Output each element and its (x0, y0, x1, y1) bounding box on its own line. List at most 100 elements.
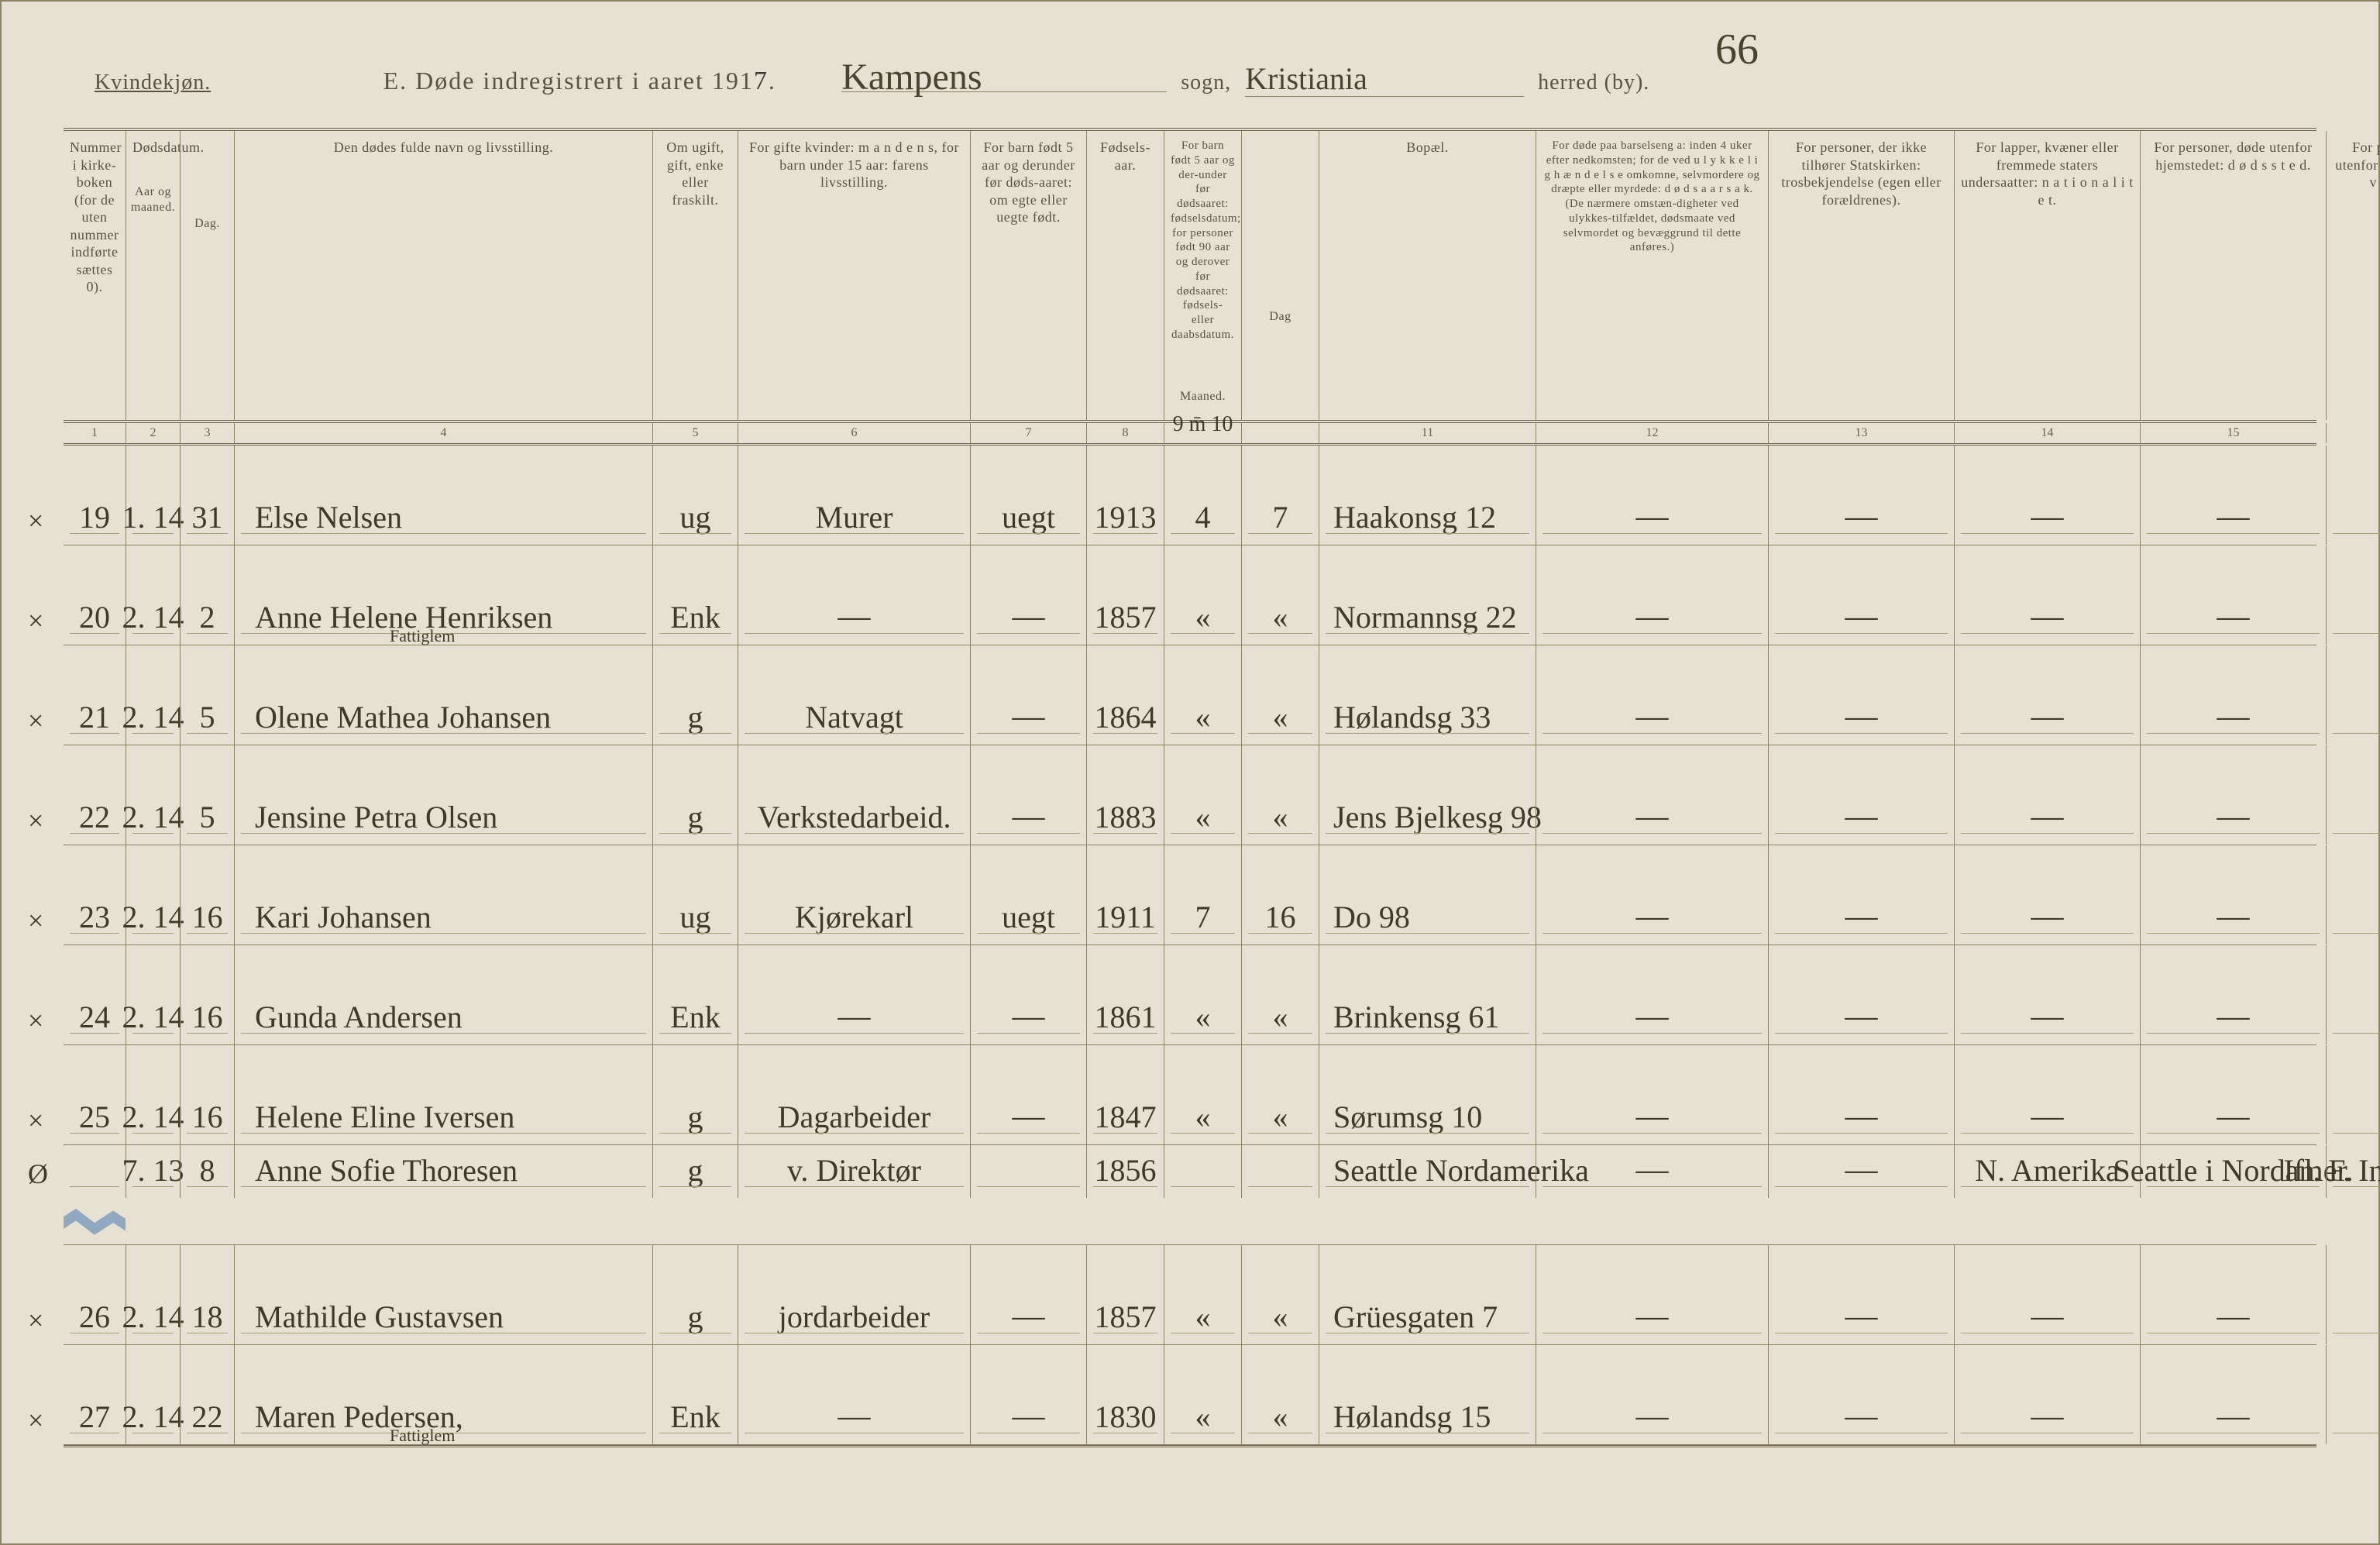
cell-day-value: 16 (192, 999, 223, 1035)
cell-nation: — (1954, 645, 2140, 745)
coln-9: 9 m̄ 10 (1164, 423, 1241, 443)
cell-faith: — (1768, 1145, 1954, 1198)
cell-deathplace-value: — (2217, 998, 2250, 1035)
cell-bday-value: « (1273, 799, 1288, 835)
col-9a: For barn født 5 aar og der-under før død… (1164, 131, 1241, 420)
cell-burialplace: — (2326, 545, 2380, 645)
cell-cause: — (1536, 1145, 1768, 1198)
cell-byear: 1847 (1086, 1045, 1164, 1144)
cell-addr: Hølandsg 33 (1319, 645, 1536, 745)
cell-bmonth (1164, 1145, 1241, 1198)
cell-name-value: Mathilde Gustavsen (255, 1299, 504, 1335)
cell-name-value: Anne Sofie Thoresen (255, 1152, 518, 1189)
cell-nation-value: — (2031, 1298, 2064, 1335)
cell-legit (970, 1145, 1086, 1198)
cell-bmonth: « (1164, 645, 1241, 745)
cell-name-value: Kari Johansen (255, 899, 432, 935)
cell-faith: — (1768, 745, 1954, 845)
col-13: For personer, der ikke tilhører Statskir… (1768, 131, 1954, 420)
col-14: For lapper, kvæner eller fremmede stater… (1954, 131, 2140, 420)
name-subnote: Fattiglem (390, 1426, 455, 1446)
cell-occ-value: — (838, 1398, 871, 1435)
cell-name: Olene Mathea Johansen (234, 645, 652, 745)
cell-no-value: 21 (79, 699, 110, 735)
cell-legit-value: — (1013, 1298, 1045, 1335)
coln-5: 5 (652, 423, 738, 443)
cell-occ-value: Kjørekarl (795, 899, 913, 935)
cell-cause: — (1536, 1045, 1768, 1144)
cell-nation: N. Amerika (1954, 1145, 2140, 1198)
cell-name: Kari Johansen (234, 845, 652, 945)
cell-addr-value: Do 98 (1333, 899, 1410, 935)
cell-bmonth: « (1164, 745, 1241, 845)
cell-nation: — (1954, 1045, 2140, 1144)
cell-name-value: Helene Eline Iversen (255, 1099, 514, 1135)
cell-no: ×25 (64, 1045, 126, 1144)
row-x-mark: × (28, 1004, 43, 1037)
cell-nation-value: N. Amerika (1975, 1152, 2120, 1189)
cell-legit: — (970, 1245, 1086, 1344)
cell-byear-value: 1847 (1095, 1099, 1157, 1135)
cell-status: Enk (652, 945, 738, 1044)
col-11: Bopæl. (1319, 131, 1536, 420)
column-numbers: 1 2 3 4 5 6 7 8 9 m̄ 10 11 12 13 14 15 1… (64, 423, 2316, 446)
cell-cause-value: — (1636, 598, 1669, 635)
cell-bday-value: « (1273, 1099, 1288, 1135)
cell-addr-value: Grüesgaten 7 (1333, 1299, 1498, 1335)
cell-bmonth: « (1164, 1245, 1241, 1344)
table-row: ×232. 1416Kari JohansenugKjørekarluegt19… (64, 845, 2316, 945)
cell-status-value: g (688, 1152, 703, 1189)
cell-status: g (652, 1145, 738, 1198)
ledger-page: 66 Kvindekjøn. E. Døde indregistrert i a… (0, 0, 2380, 1545)
cell-faith-value: — (1845, 1298, 1878, 1335)
cell-day: 22 (180, 1345, 234, 1444)
cell-legit-value: uegt (1002, 899, 1055, 935)
cell-no-value: 22 (79, 799, 110, 835)
coln-4: 4 (234, 423, 652, 443)
cell-faith: — (1768, 545, 1954, 645)
coln-12: 12 (1536, 423, 1768, 443)
cell-faith: — (1768, 1245, 1954, 1344)
cell-addr-value: Haakonsg 12 (1333, 499, 1496, 535)
cell-day: 16 (180, 945, 234, 1044)
coln-15: 15 (2140, 423, 2326, 443)
cell-ym-value: 2. 14 (122, 599, 184, 635)
cell-deathplace-value: — (2217, 1098, 2250, 1135)
cell-legit: uegt (970, 845, 1086, 945)
cell-bday-value: 7 (1273, 499, 1288, 535)
row-x-mark: Ø (28, 1158, 48, 1190)
cell-burialplace: — (2326, 1045, 2380, 1144)
cell-legit: — (970, 1345, 1086, 1444)
cell-ym-value: 7. 13 (122, 1152, 184, 1189)
cell-name-value: Else Nelsen (255, 499, 402, 535)
coln-10 (1241, 423, 1319, 443)
cell-faith: — (1768, 446, 1954, 545)
cell-no-value: 23 (79, 899, 110, 935)
cell-deathplace-value: — (2217, 1298, 2250, 1335)
cell-status: g (652, 1245, 738, 1344)
cell-bmonth: « (1164, 1045, 1241, 1144)
coln-14: 14 (1954, 423, 2140, 443)
cell-cause: — (1536, 1245, 1768, 1344)
cell-legit-value: — (1013, 1398, 1045, 1435)
cell-deathplace: — (2140, 845, 2326, 945)
cell-status-value: g (688, 699, 703, 735)
cell-burialplace: — (2326, 1245, 2380, 1344)
cell-addr: Hølandsg 15 (1319, 1345, 1536, 1444)
cell-byear: 1864 (1086, 645, 1164, 745)
cell-cause: — (1536, 1345, 1768, 1444)
cell-occ: Natvagt (738, 645, 970, 745)
cell-bday: 7 (1241, 446, 1319, 545)
cell-no-value: 27 (79, 1399, 110, 1435)
page-number: 66 (1715, 25, 1759, 74)
cell-name-value: Gunda Andersen (255, 999, 463, 1035)
cell-faith: — (1768, 845, 1954, 945)
cell-day-value: 16 (192, 899, 223, 935)
col-2b-sub: Dag. (187, 170, 228, 239)
coln-2: 2 (126, 423, 180, 443)
cell-status-value: Enk (670, 1399, 720, 1435)
cell-ym: 1. 14 (126, 446, 180, 545)
cell-deathplace-value: — (2217, 798, 2250, 835)
row-x-mark: × (28, 1304, 43, 1337)
cell-no: ×21 (64, 645, 126, 745)
